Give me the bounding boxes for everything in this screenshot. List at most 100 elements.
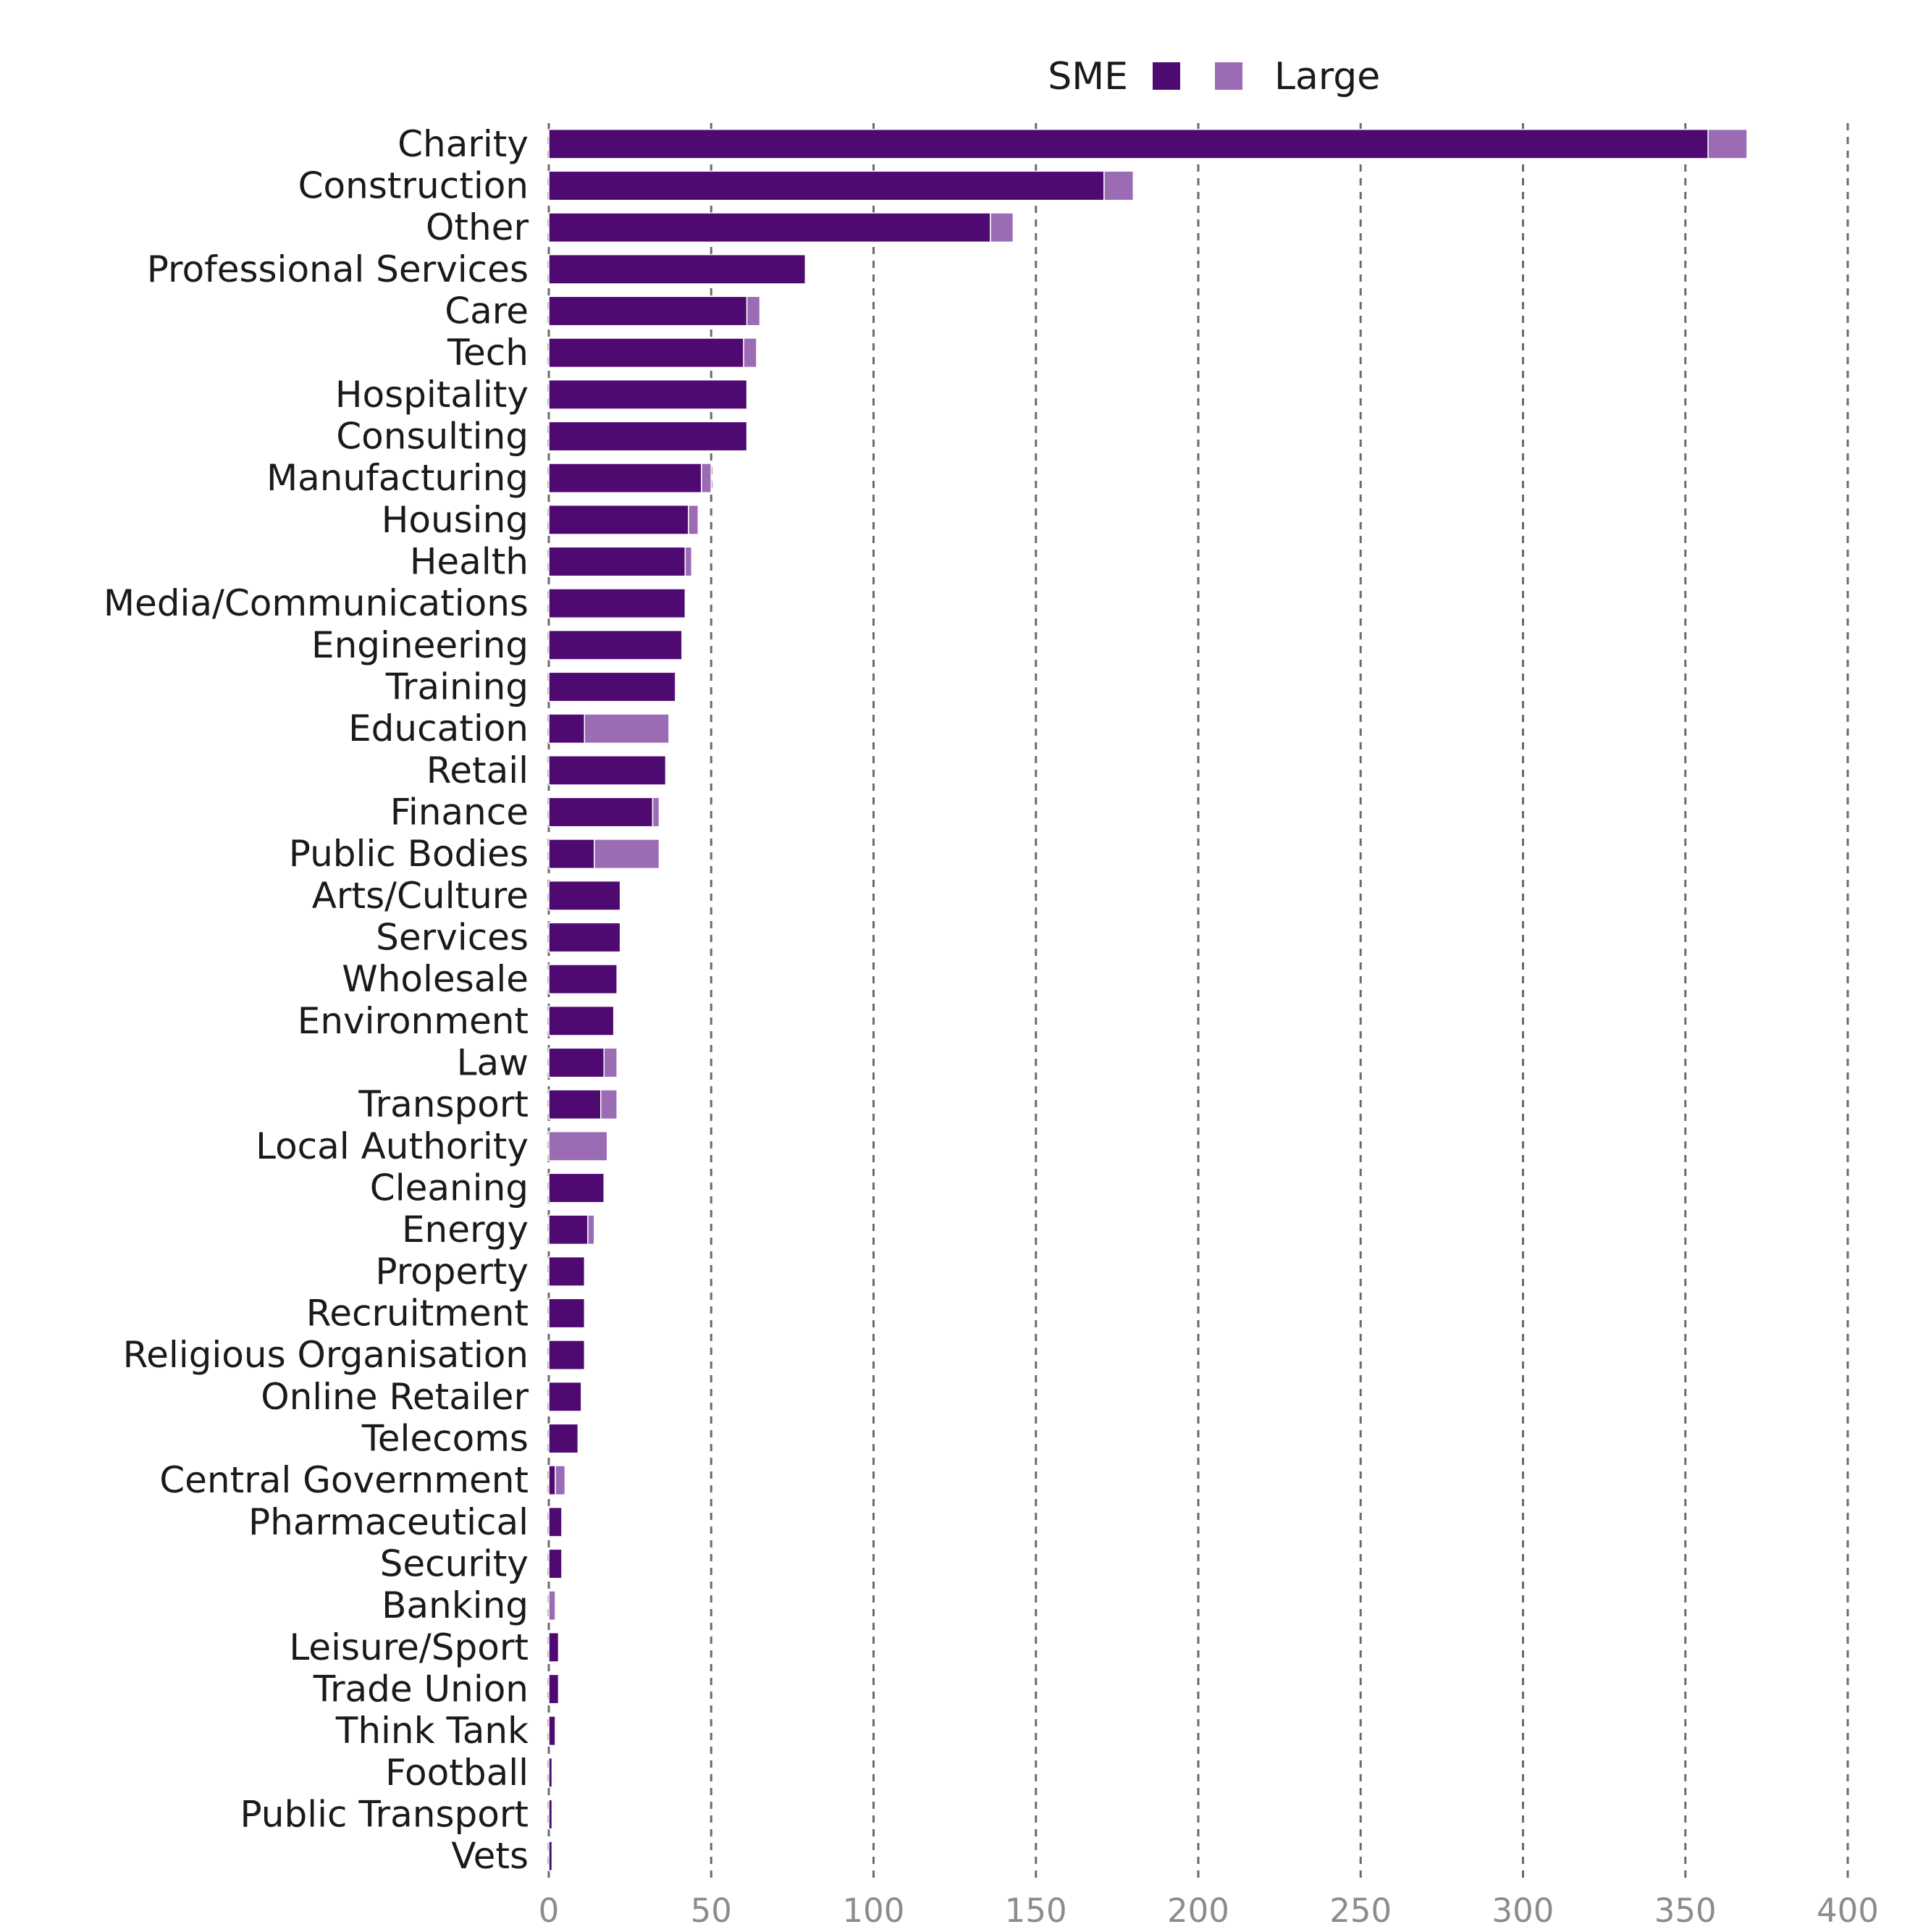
bar-leisure-sport-sme [548,1631,560,1663]
bar-energy-large [587,1214,595,1246]
bar-housing-sme [548,504,689,535]
x-tick-label-350: 350 [1654,1891,1717,1930]
category-label-think-tank: Think Tank [335,1710,529,1752]
category-label-cleaning: Cleaning [370,1167,529,1209]
category-label-football: Football [385,1752,529,1794]
bar-finance-sme [548,797,654,828]
bar-public-transport-sme [548,1799,553,1830]
category-label-wholesale: Wholesale [342,958,529,1000]
bar-professional-services-sme [548,253,807,285]
category-label-public-bodies: Public Bodies [289,833,529,875]
bar-construction-large [1103,170,1135,201]
bar-telecoms-sme [548,1423,579,1454]
category-label-telecoms: Telecoms [361,1418,529,1460]
bar-recruitment-sme [548,1298,586,1329]
bar-services-sme [548,922,621,953]
bar-religious-organisation-sme [548,1340,586,1371]
category-label-hospitality: Hospitality [335,374,529,416]
x-tick-label-200: 200 [1167,1891,1229,1930]
category-label-environment: Environment [298,1000,529,1042]
category-label-manufacturing: Manufacturing [266,457,529,499]
category-label-finance: Finance [390,791,529,833]
bar-manufacturing-large [701,463,712,494]
bar-hospitality-sme [548,379,748,410]
category-label-construction: Construction [298,165,529,207]
bar-public-bodies-large [594,839,660,870]
bar-transport-sme [548,1089,602,1120]
bar-charity-sme [548,128,1709,159]
bar-manufacturing-sme [548,463,702,494]
bar-care-sme [548,295,748,327]
x-tick-label-50: 50 [691,1891,732,1930]
bar-law-sme [548,1047,605,1078]
category-label-services: Services [376,917,529,959]
grid-lines [547,123,1849,1881]
bar-charity-large [1707,128,1748,159]
category-label-arts-culture: Arts/Culture [312,875,529,917]
legend-label-sme: SME [1048,55,1128,98]
bar-other-sme [548,212,991,243]
category-label-recruitment: Recruitment [306,1293,529,1335]
category-label-local-authority: Local Authority [256,1125,529,1167]
bar-consulting-sme [548,421,748,452]
bar-wholesale-sme [548,964,618,995]
bar-property-sme [548,1256,586,1287]
bar-public-bodies-sme [548,839,595,870]
bar-central-government-large [555,1465,566,1496]
category-label-charity: Charity [397,123,529,165]
bar-football-sme [548,1757,553,1788]
bar-care-large [746,295,761,327]
category-label-other: Other [426,206,529,248]
category-label-media-communications: Media/Communications [104,582,529,624]
category-label-vets: Vets [451,1835,529,1877]
bar-finance-large [652,797,660,828]
category-label-training: Training [385,666,529,708]
category-label-retail: Retail [426,749,529,791]
bar-other-large [990,212,1014,243]
bar-arts-culture-sme [548,880,621,911]
category-label-consulting: Consulting [336,416,529,458]
bar-central-government-sme [548,1465,556,1496]
category-label-health: Health [410,541,529,583]
category-label-property: Property [375,1251,529,1293]
category-label-engineering: Engineering [311,624,529,666]
bar-tech-large [743,337,757,369]
bar-construction-sme [548,170,1105,201]
x-tick-label-250: 250 [1329,1891,1392,1930]
bar-local-authority-large [548,1130,608,1162]
category-label-housing: Housing [382,499,529,541]
category-label-banking: Banking [382,1584,529,1626]
category-label-central-government: Central Government [159,1459,529,1501]
x-tick-label-150: 150 [1005,1891,1067,1930]
bars [548,128,1748,1872]
x-tick-labels: 0 50 100 150 200 250 300 350 400 [539,1891,1879,1930]
category-label-care: Care [445,290,529,332]
category-label-security: Security [380,1543,529,1585]
bar-tech-sme [548,337,744,369]
bar-education-sme [548,713,586,744]
bar-media-communications-sme [548,588,686,619]
bar-banking-large [548,1590,556,1621]
legend: SME Large [1048,55,1380,98]
category-label-pharmaceutical: Pharmaceutical [248,1501,529,1543]
bar-cleaning-sme [548,1172,605,1204]
category-label-online-retailer: Online Retailer [261,1376,529,1418]
bar-education-large [584,713,670,744]
bar-environment-sme [548,1005,615,1036]
category-label-professional-services: Professional Services [147,248,529,290]
x-tick-label-0: 0 [539,1891,560,1930]
category-label-education: Education [348,707,529,749]
bar-training-sme [548,671,676,702]
bar-health-sme [548,546,686,577]
category-label-religious-organisation: Religious Organisation [123,1334,529,1376]
x-tick-label-100: 100 [843,1891,905,1930]
category-label-public-transport: Public Transport [240,1794,529,1836]
bar-pharmaceutical-sme [548,1506,563,1537]
bar-security-sme [548,1548,563,1579]
category-label-leisure-sport: Leisure/Sport [289,1626,529,1668]
legend-swatch-large [1215,62,1242,90]
bar-vets-sme [548,1841,553,1872]
legend-label-large: Large [1274,55,1380,98]
category-label-transport: Transport [358,1083,529,1125]
